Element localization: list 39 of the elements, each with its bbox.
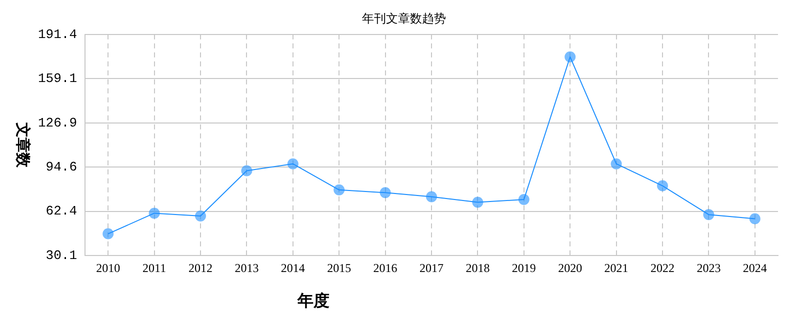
point [610, 158, 622, 170]
y-tick-label: 94.6 [46, 160, 78, 175]
y-tick-label: 62.4 [46, 204, 78, 219]
y-tick-label: 191.4 [38, 26, 78, 42]
x-tick-label: 2024 [742, 260, 767, 275]
x-tick-label: 2022 [650, 260, 674, 275]
point [426, 191, 438, 202]
point [657, 180, 668, 192]
point [380, 187, 391, 198]
y-tick-label: 126.9 [38, 115, 78, 130]
x-tick-label: 2017 [420, 260, 444, 275]
point [518, 194, 530, 206]
x-tick-label: 2010 [96, 260, 120, 275]
x-tick-label: 2011 [142, 260, 166, 275]
point [564, 51, 576, 62]
point [195, 210, 206, 222]
x-tick-label: 2020 [558, 260, 582, 275]
x-axis-title: 年度 [296, 291, 330, 310]
x-tick-label: 2018 [466, 260, 490, 275]
point [287, 158, 298, 170]
y-tick-label: 159.1 [38, 71, 78, 86]
x-tick-label: 2023 [696, 260, 721, 275]
point [148, 208, 160, 219]
x-tick-label: 2019 [512, 260, 536, 275]
x-tick-label: 2016 [373, 260, 398, 275]
point [749, 213, 760, 224]
x-tick-label: 2014 [280, 260, 305, 275]
point [703, 209, 714, 220]
x-tick-label: 2012 [188, 260, 213, 275]
x-tick-label: 2013 [234, 260, 259, 275]
y-axis-title: 文章数 [14, 122, 32, 168]
point [102, 228, 114, 240]
y-tick-label: 30.1 [46, 248, 78, 264]
point [472, 196, 484, 208]
x-tick-label: 2015 [327, 260, 352, 275]
x-tick-label: 2021 [604, 260, 628, 275]
chart-title: 年刊文章数趋势 [362, 11, 446, 26]
point [241, 165, 252, 176]
point [334, 184, 345, 196]
